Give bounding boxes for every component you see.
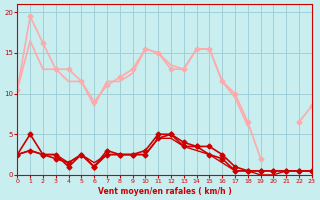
- X-axis label: Vent moyen/en rafales ( km/h ): Vent moyen/en rafales ( km/h ): [98, 187, 231, 196]
